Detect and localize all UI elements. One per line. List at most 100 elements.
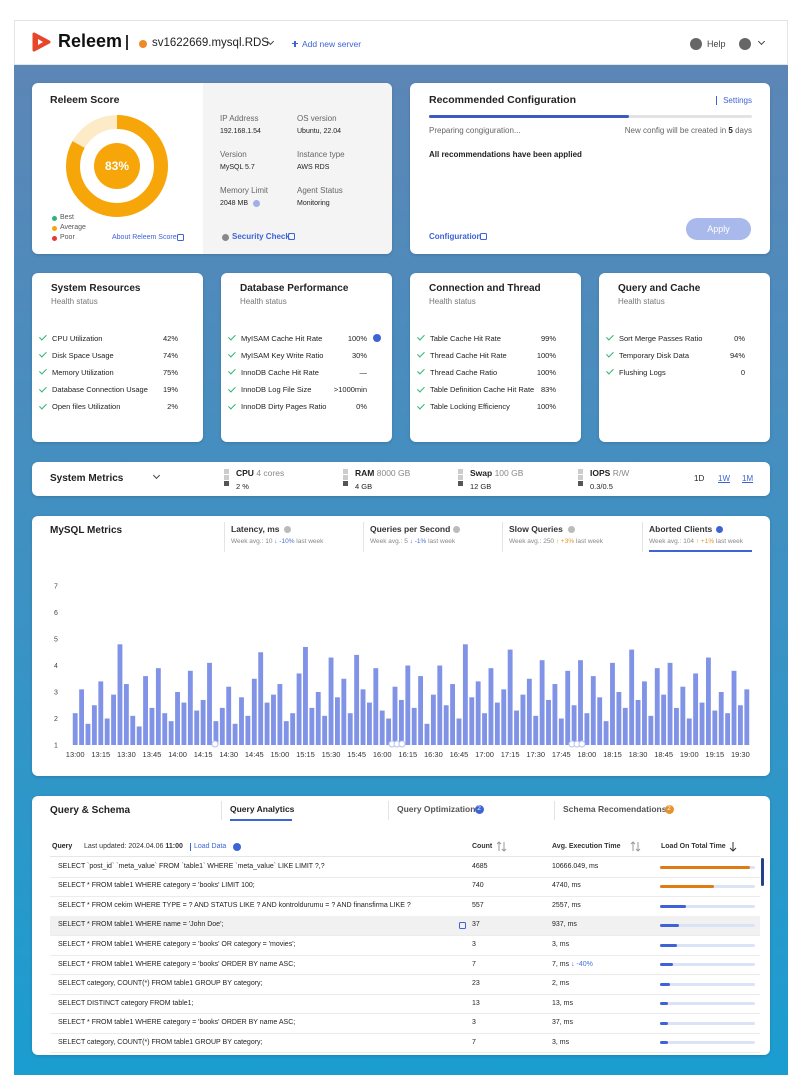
query-tab[interactable]: Query Analytics (230, 803, 295, 814)
health-item-name: Disk Space Usage (52, 350, 114, 360)
exec-time: 7, ms ↓ -40% (552, 961, 593, 969)
x-tick-label: 14:30 (219, 750, 238, 759)
info-value: AWS RDS (297, 163, 330, 171)
bar (335, 697, 340, 745)
query-text[interactable]: SELECT `post_id` `meta_value` FROM `tabl… (58, 862, 325, 870)
time-value: 3, ms (552, 1038, 570, 1046)
column-header[interactable]: Avg. Execution Time (552, 842, 621, 850)
bar (354, 654, 360, 745)
bar (507, 649, 513, 745)
health-item-name: Thread Cache Ratio (430, 367, 498, 377)
x-tick-label: 19:00 (680, 750, 699, 759)
bar (175, 692, 180, 745)
settings-link[interactable]: Settings (723, 96, 752, 106)
metric-tab[interactable]: Slow Queries (509, 523, 563, 534)
range-button[interactable]: 1M (742, 474, 754, 484)
exec-time: 2557, ms (552, 902, 581, 910)
range-button[interactable]: 1W (718, 474, 730, 484)
bar (405, 665, 411, 745)
x-tick-label: 17:30 (526, 750, 545, 759)
meter-cell (578, 469, 583, 474)
bar (111, 694, 117, 745)
time-value: 2557, ms (552, 901, 581, 909)
bar (79, 689, 85, 745)
query-text[interactable]: SELECT * FROM table1 WHERE category = 'b… (58, 882, 255, 890)
bar (123, 684, 129, 745)
info-label: Version (220, 150, 247, 160)
load-track (660, 904, 755, 908)
metric-name: IOPS (590, 468, 611, 478)
bar (322, 715, 328, 745)
health-title: Connection and Thread (429, 283, 541, 294)
query-tab[interactable]: Query Optimization (397, 803, 476, 814)
bar (718, 692, 724, 745)
about-score-link[interactable]: About Releem Score (112, 233, 177, 241)
bar (373, 668, 379, 745)
column-header[interactable]: Count (472, 842, 493, 850)
row-line (50, 974, 760, 976)
query-text[interactable]: SELECT * FROM table1 WHERE category = 'b… (58, 1019, 296, 1027)
y-tick-label: 1 (54, 743, 58, 750)
query-text[interactable]: SELECT category, COUNT(*) FROM table1 GR… (58, 980, 263, 988)
apply-button[interactable]: Apply (686, 218, 751, 240)
server-info-panel (203, 83, 392, 254)
meter-cell (458, 469, 463, 474)
query-tab[interactable]: Schema Recomendations (563, 803, 667, 814)
metric-detail: 100 GB (494, 468, 524, 478)
bar (296, 673, 302, 745)
health-item-name: Temporary Disk Data (619, 350, 690, 360)
tab-badge: 2 (664, 804, 674, 814)
info-value: MySQL 5.7 (220, 163, 255, 171)
bar (469, 697, 475, 745)
add-server-link[interactable]: Add new server (302, 38, 362, 49)
health-card (32, 273, 203, 442)
meter-cell (224, 481, 229, 486)
x-tick-label: 17:45 (552, 750, 571, 759)
event-marker (211, 740, 219, 748)
health-item-name: Database Connection Usage (52, 385, 148, 395)
x-tick-label: 14:15 (194, 750, 213, 759)
column-header[interactable]: Load On Total Time (661, 842, 726, 850)
query-count: 13 (472, 999, 480, 1007)
load-data-link[interactable]: Load Data (194, 842, 227, 850)
bar (303, 646, 308, 745)
divider (190, 843, 191, 851)
query-text[interactable]: SELECT * FROM table1 WHERE category = 'b… (58, 941, 296, 948)
refresh-icon (233, 843, 241, 851)
exec-time: 10666.049, ms (552, 863, 598, 871)
query-text[interactable]: SELECT * FROM table1 WHERE category = 'b… (58, 960, 296, 968)
bar (91, 705, 97, 745)
metric-value: 4 GB (355, 481, 373, 491)
bar (520, 694, 526, 745)
bar (98, 681, 104, 745)
range-button[interactable]: 1D (694, 474, 705, 484)
exec-time: 2, ms (552, 980, 569, 988)
metric-tab[interactable]: Latency, ms (231, 523, 280, 534)
bar (456, 718, 462, 745)
x-tick-label: 16:15 (398, 750, 417, 759)
event-marker (398, 740, 406, 748)
bar (424, 723, 430, 745)
exec-time: 4740, ms (552, 882, 581, 890)
health-title: System Resources (51, 283, 141, 294)
query-text[interactable]: SELECT DISTINCT category FROM table1; (58, 999, 194, 1007)
sort-icon (729, 842, 737, 852)
health-item-value: 42% (162, 333, 178, 343)
configuration-link[interactable]: Configuration (429, 232, 482, 242)
metric-tab[interactable]: Queries per Second (370, 523, 451, 534)
bar (181, 702, 187, 745)
security-check-link[interactable]: Security Check (232, 232, 290, 242)
scrollbar (761, 858, 764, 886)
bar (584, 713, 590, 745)
exec-time: 3, ms (552, 941, 569, 949)
query-text[interactable]: SELECT * FROM table1 WHERE name = 'John … (58, 921, 224, 929)
query-text[interactable]: SELECT category, COUNT(*) FROM table1 GR… (58, 1038, 263, 1046)
metric-tab[interactable]: Aborted Clients (649, 523, 713, 534)
help-link[interactable]: Help (707, 38, 726, 49)
x-tick-label: 13:15 (91, 750, 110, 759)
copy-icon[interactable] (459, 921, 466, 929)
query-text[interactable]: SELECT * FROM cekim WHERE TYPE = ? AND S… (58, 901, 411, 909)
query-count: 557 (472, 901, 484, 909)
load-bar (660, 1041, 668, 1045)
